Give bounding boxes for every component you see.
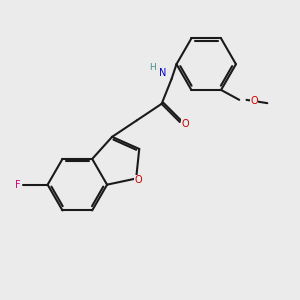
Text: N: N — [159, 68, 166, 78]
Text: H: H — [149, 63, 156, 72]
Text: O: O — [250, 97, 258, 106]
Text: O: O — [135, 175, 142, 185]
Text: O: O — [182, 118, 190, 129]
Text: F: F — [15, 180, 21, 190]
